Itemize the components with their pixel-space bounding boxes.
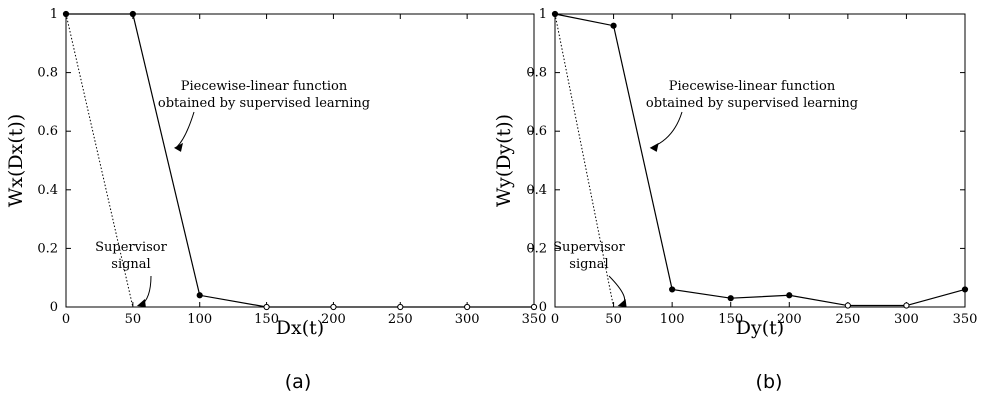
subfigure-label: (a) <box>285 371 311 393</box>
chart-panel-b: 0 50 100 150 200 250 300 35000.20.40.60.81Dy(t)… <box>493 7 977 393</box>
data-point-filled <box>669 286 676 293</box>
x-tick-label: 100 <box>660 312 685 327</box>
subfigure-label: (b) <box>756 371 783 393</box>
plot-frame <box>554 13 966 308</box>
x-axis-label: Dx(t) <box>276 317 324 339</box>
x-axis-label: Dy(t) <box>736 317 784 339</box>
learned-function-line <box>66 13 534 308</box>
annotation-line: Piecewise-linear function <box>181 79 348 94</box>
annotation-arrow <box>140 275 152 306</box>
y-axis-label: Wx(Dx(t)) <box>5 114 27 207</box>
y-tick-label: 0.6 <box>526 124 547 139</box>
supervisor-signal-line <box>554 13 615 308</box>
annotation-arrowhead <box>136 299 146 307</box>
annotation-line: signal <box>111 257 150 272</box>
data-point-open <box>464 303 471 311</box>
y-tick-label: 0 <box>50 300 58 315</box>
y-tick-label: 0 <box>539 300 547 315</box>
data-point-filled <box>786 292 793 299</box>
data-point-filled <box>196 292 203 299</box>
x-tick-label: 200 <box>321 312 346 327</box>
data-point-filled <box>961 286 969 293</box>
supervisor-signal-line <box>65 13 134 308</box>
y-tick-label: 0.4 <box>37 183 58 198</box>
x-tick-label: 150 <box>254 312 279 327</box>
annotation-supervisor-signal: Supervisor signal <box>553 240 626 272</box>
annotation-arrowhead <box>173 142 183 152</box>
x-tick-label: 300 <box>455 312 480 327</box>
y-tick-label: 1 <box>539 7 547 22</box>
x-tick-label: 350 <box>953 312 978 327</box>
y-tick-label: 1 <box>50 7 58 22</box>
x-tick-label: 200 <box>777 312 802 327</box>
data-point-open <box>844 302 851 309</box>
y-tick-label: 0.8 <box>526 66 547 81</box>
annotation-line: Piecewise-linear function <box>669 79 836 94</box>
x-tick-label: 250 <box>388 312 413 327</box>
x-tick-label: 0 <box>62 312 70 327</box>
data-point-filled <box>727 295 734 302</box>
x-tick-label: 50 <box>125 312 142 327</box>
data-point-open <box>530 303 538 311</box>
data-point-open <box>263 303 270 311</box>
annotation-line: obtained by supervised learning <box>158 96 370 111</box>
annotation-arrow <box>608 275 626 306</box>
annotation-supervisor-signal: Supervisor signal <box>95 240 168 272</box>
data-point-filled <box>62 10 70 18</box>
x-tick-label: 0 <box>551 312 559 327</box>
data-point-open <box>330 303 337 311</box>
data-point-open <box>903 302 910 309</box>
x-tick-label: 350 <box>522 312 547 327</box>
chart-panel-a: 0 50 100 150 200 250 300 35000.20.40.60.81Dx(t)… <box>5 7 546 393</box>
x-tick-label: 100 <box>187 312 212 327</box>
y-tick-label: 0.4 <box>526 183 547 198</box>
learned-function-line <box>554 13 966 307</box>
y-tick-label: 0.2 <box>37 241 58 256</box>
annotation-line: signal <box>569 257 608 272</box>
x-tick-label: 50 <box>605 312 622 327</box>
annotation-arrowhead <box>617 299 627 307</box>
y-axis-label: Wy(Dy(t)) <box>493 114 515 207</box>
x-tick-label: 250 <box>835 312 860 327</box>
data-point-filled <box>129 10 136 18</box>
data-point-open <box>397 303 404 311</box>
annotation-learned-function: Piecewise-linear function obtained by sup… <box>158 79 370 111</box>
y-tick-label: 0.2 <box>526 241 547 256</box>
annotation-arrowhead <box>649 142 659 152</box>
annotation-arrow <box>652 111 683 148</box>
annotation-line: Supervisor <box>95 240 168 255</box>
x-tick-label: 300 <box>894 312 919 327</box>
x-tick-label: 150 <box>718 312 743 327</box>
annotation-learned-function: Piecewise-linear function obtained by sup… <box>646 79 858 111</box>
annotation-line: obtained by supervised learning <box>646 96 858 111</box>
data-point-filled <box>610 22 617 29</box>
y-tick-label: 0.6 <box>37 124 58 139</box>
y-tick-label: 0.8 <box>37 66 58 81</box>
annotation-line: Supervisor <box>553 240 626 255</box>
data-point-filled <box>551 10 559 18</box>
annotation-arrow <box>176 111 195 148</box>
